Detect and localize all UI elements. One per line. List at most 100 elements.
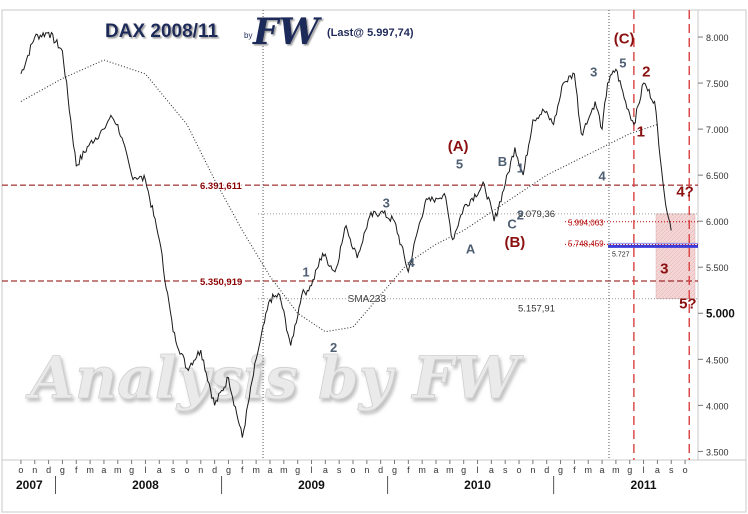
y-tick-label: 7.000 [706, 125, 729, 135]
wave-label: 4 [598, 169, 606, 184]
y-tick-label: 4.000 [706, 401, 729, 411]
x-month-label: s [171, 465, 176, 475]
x-month-label: f [75, 465, 78, 475]
wave-label: 1 [637, 123, 645, 140]
x-month-label: n [198, 465, 203, 475]
wave-label: C [507, 217, 517, 232]
x-month-label: m [612, 465, 620, 475]
x-year-label: 2007 [16, 478, 43, 492]
x-month-label: l [477, 465, 479, 475]
wave-label: 4? [676, 183, 694, 200]
level-label: 5.748,459 [568, 239, 604, 248]
x-year-label: 2011 [631, 478, 657, 492]
axis-panel [697, 9, 747, 461]
level-label: 5.350,919 [200, 277, 242, 288]
wave-label: (C) [614, 30, 635, 47]
y-tick-label: 7.500 [706, 79, 729, 89]
x-month-label: s [337, 465, 342, 475]
y-tick-label: 5.500 [706, 263, 729, 273]
x-month-label: g [461, 465, 466, 475]
x-month-label: m [418, 465, 426, 475]
x-month-label: o [517, 465, 522, 475]
x-month-label: f [573, 465, 576, 475]
x-month-label: d [212, 465, 217, 475]
x-month-label: d [46, 465, 51, 475]
x-month-label: f [407, 465, 410, 475]
wave-label: (B) [504, 234, 525, 251]
x-month-label: l [310, 465, 312, 475]
x-month-label: n [530, 465, 535, 475]
x-year-label: 2008 [132, 478, 159, 492]
level-label: 5.994,063 [568, 219, 604, 228]
watermark-text: Analysis by FW [25, 344, 524, 412]
x-month-label: a [157, 465, 162, 475]
x-month-label: d [544, 465, 549, 475]
x-month-label: o [350, 465, 355, 475]
wave-label: 1 [302, 264, 309, 279]
level-label: 5.157,91 [518, 304, 555, 315]
wave-label: B [498, 154, 507, 169]
wave-label: 1 [517, 160, 524, 175]
x-month-label: s [669, 465, 674, 475]
x-month-label: s [503, 465, 508, 475]
y-tick-label: 3.500 [706, 447, 729, 457]
x-month-label: m [252, 465, 260, 475]
x-month-label: o [184, 465, 189, 475]
wave-label: 3 [590, 65, 597, 80]
wave-label: (A) [448, 138, 469, 155]
x-month-label: m [446, 465, 454, 475]
dax-price-line [20, 31, 672, 438]
title-by: by [244, 31, 252, 40]
x-month-label: g [226, 465, 231, 475]
x-month-label: g [295, 465, 300, 475]
x-month-label: a [655, 465, 660, 475]
level-label: 5.727 [612, 251, 630, 258]
x-month-label: a [489, 465, 494, 475]
x-month-label: a [101, 465, 106, 475]
sma233-line [20, 59, 658, 333]
x-month-label: g [129, 465, 134, 475]
wave-label: 5? [679, 296, 697, 313]
x-month-label: g [60, 465, 65, 475]
last-price: (Last@ 5.997,74) [327, 27, 414, 39]
x-axis-panel [1, 459, 747, 513]
x-month-label: d [378, 465, 383, 475]
wave-label: A [466, 241, 476, 256]
wave-label: 4 [407, 255, 415, 270]
y-tick-label: 8.000 [706, 33, 729, 43]
x-month-label: a [434, 465, 439, 475]
level-label: 6.391,611 [200, 181, 242, 192]
x-month-label: o [683, 465, 688, 475]
wave-label: 3 [660, 261, 668, 278]
wave-label: 2 [517, 207, 524, 222]
y-tick-label: 6.000 [706, 217, 729, 227]
y-tick-label: 4.500 [706, 355, 729, 365]
x-month-label: a [323, 465, 328, 475]
wave-label: 3 [383, 195, 390, 210]
x-year-label: 2010 [464, 478, 491, 492]
wave-label: 5 [619, 55, 626, 70]
x-month-label: f [241, 465, 244, 475]
x-month-label: n [32, 465, 37, 475]
x-month-label: a [600, 465, 605, 475]
chart-title: DAX 2008/11 [105, 21, 218, 42]
x-month-label: l [643, 465, 645, 475]
x-month-label: m [584, 465, 592, 475]
x-month-label: m [114, 465, 122, 475]
y-tick-label: 6.500 [706, 171, 729, 181]
logo-text: FW [252, 11, 323, 53]
x-year-label: 2009 [298, 478, 325, 492]
wave-label: 2 [642, 64, 650, 81]
level-label: 6.079,36 [518, 209, 555, 220]
x-month-label: m [280, 465, 288, 475]
wave-label: 5 [456, 157, 463, 172]
wave-label: SMA233 [348, 294, 387, 305]
x-month-label: n [364, 465, 369, 475]
x-month-label: g [558, 465, 563, 475]
wave-label: 2 [330, 340, 337, 355]
x-month-label: o [18, 465, 23, 475]
y-tick-label: 5.000 [706, 308, 735, 320]
x-month-label: m [86, 465, 94, 475]
plot-area [1, 9, 699, 461]
